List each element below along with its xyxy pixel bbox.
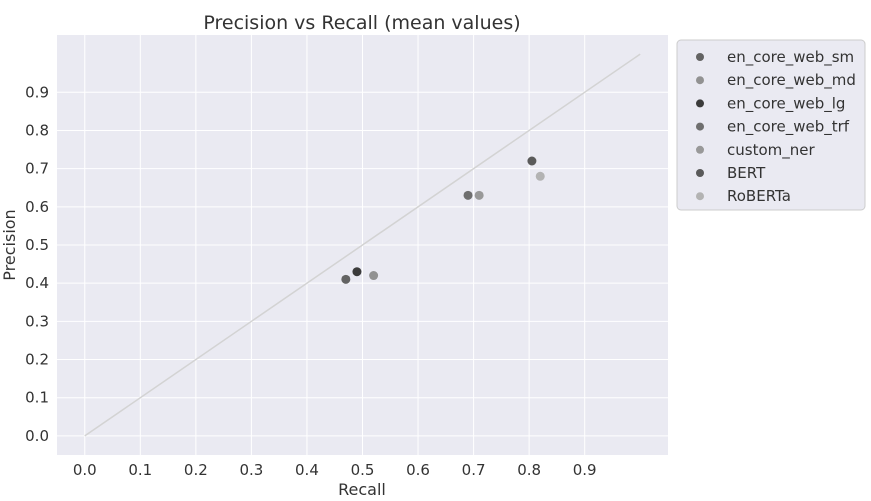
x-tick-label: 0.5	[351, 461, 375, 479]
chart-title: Precision vs Recall (mean values)	[203, 12, 520, 34]
legend-label: custom_ner	[727, 141, 815, 160]
y-tick-label: 0.9	[25, 83, 49, 101]
y-axis-label: Precision	[0, 209, 19, 280]
x-axis-label: Recall	[338, 480, 386, 499]
y-tick-label: 0.7	[25, 160, 49, 178]
x-tick-label: 0.8	[517, 461, 541, 479]
x-tick-label: 0.1	[128, 461, 152, 479]
legend-marker	[696, 76, 704, 85]
x-axis-ticks: 0.0 0.1 0.2 0.3 0.4 0.5 0.6 0.7 0.8 0.9	[73, 461, 597, 479]
data-point-en-core-web-md	[369, 271, 379, 281]
data-point-bert	[527, 156, 537, 166]
data-point-roberta	[535, 171, 545, 181]
y-tick-label: 0.6	[25, 198, 49, 216]
legend-marker	[696, 169, 704, 177]
legend-label: BERT	[727, 164, 766, 182]
y-tick-label: 0.2	[25, 351, 49, 369]
legend-label: en_core_web_trf	[727, 118, 850, 137]
legend-marker	[696, 192, 704, 201]
y-axis-ticks: 0.0 0.1 0.2 0.3 0.4 0.5 0.6 0.7 0.8 0.9	[25, 83, 49, 445]
y-tick-label: 0.1	[25, 389, 49, 407]
reference-diagonal-line	[84, 53, 641, 437]
y-tick-label: 0.0	[25, 427, 49, 445]
legend-marker	[696, 122, 704, 131]
x-tick-label: 0.7	[462, 461, 486, 479]
grid-lines	[57, 35, 668, 455]
legend: en_core_web_sm en_core_web_md en_core_web_…	[676, 39, 866, 211]
legend-label: en_core_web_sm	[727, 48, 854, 67]
x-tick-label: 0.4	[295, 461, 319, 479]
y-tick-label: 0.5	[25, 236, 49, 254]
x-tick-label: 0.2	[184, 461, 208, 479]
legend-label: en_core_web_md	[727, 71, 856, 90]
data-point-en-core-web-sm	[341, 274, 351, 284]
y-tick-label: 0.3	[25, 312, 49, 330]
x-tick-label: 0.0	[73, 461, 97, 479]
x-tick-label: 0.3	[239, 461, 263, 479]
y-tick-label: 0.4	[25, 274, 49, 292]
legend-label: en_core_web_lg	[727, 94, 845, 113]
x-tick-label: 0.9	[573, 461, 597, 479]
data-point-en-core-web-lg	[352, 267, 362, 277]
data-point-custom-ner	[474, 190, 484, 200]
data-point-en-core-web-trf	[463, 190, 473, 200]
legend-box	[676, 39, 866, 211]
data-points	[341, 156, 545, 284]
legend-marker	[696, 145, 704, 154]
x-tick-label: 0.6	[406, 461, 430, 479]
legend-label: RoBERTa	[727, 187, 791, 205]
legend-marker	[696, 99, 704, 108]
legend-marker	[696, 53, 704, 61]
y-tick-label: 0.8	[25, 121, 49, 139]
